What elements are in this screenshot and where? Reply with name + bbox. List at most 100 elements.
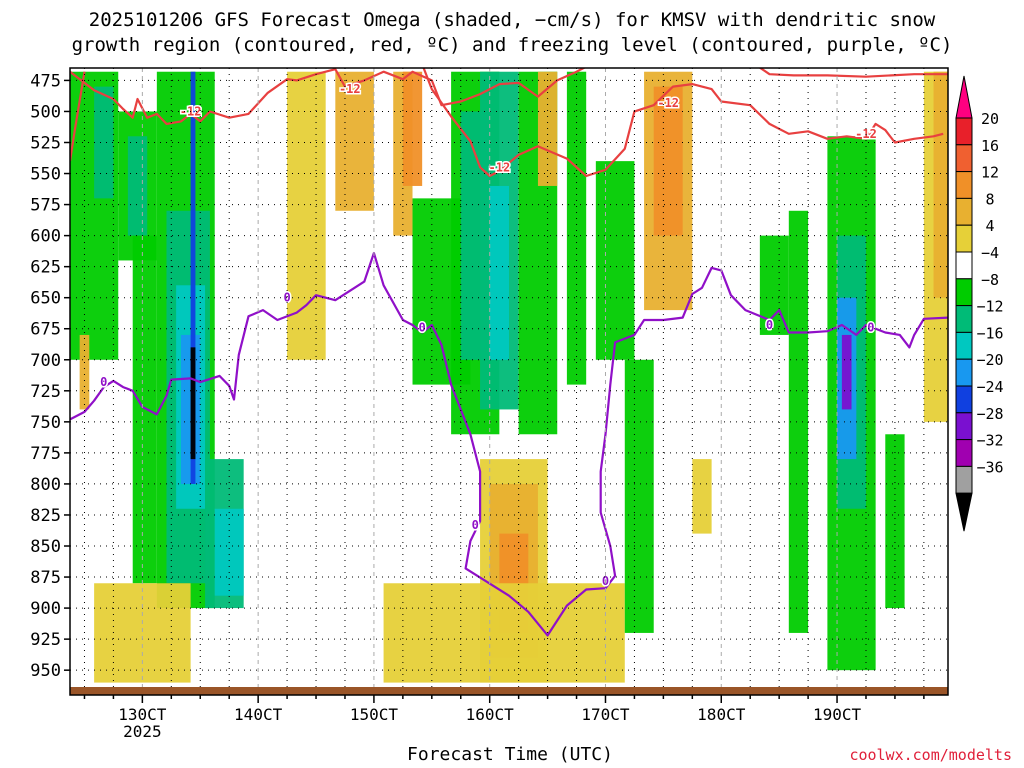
freezing-level-contour (70, 251, 948, 637)
omega-cell-4 (127, 136, 148, 236)
x-tick-label-4: 170CT (581, 705, 630, 724)
x-axis: 130CT 140CT 150CT 160CT 170CT 180CT 190CT 2025 (83, 695, 925, 741)
freezing-label-6: 0 (766, 318, 773, 332)
omega-cell-26 (566, 71, 587, 385)
omega-cell-10 (190, 71, 196, 484)
x-tick-label-5: 180CT (697, 705, 746, 724)
y-tick-label-14: 825 (30, 506, 61, 526)
y-tick-label-1: 500 (30, 102, 61, 122)
colorbar-label-10: −24 (976, 378, 1003, 396)
dgz-lower-contour (70, 71, 86, 162)
y-tick-label-19: 950 (30, 661, 61, 681)
y-tick-label-3: 550 (30, 165, 61, 185)
colorbar-label-5: −4 (981, 244, 999, 262)
x-year-label: 2025 (123, 722, 162, 741)
temperature-contours: 0000000-12-12-12-12-12 (70, 68, 948, 637)
colorbar-swatch-4 (955, 224, 973, 253)
omega-cell-44 (933, 71, 948, 298)
dgz-label-2: -12 (339, 82, 361, 96)
colorbar-label-0: 20 (981, 110, 999, 128)
grid-lines (70, 68, 948, 695)
freezing-label-1: 0 (100, 375, 107, 389)
chart-title: 2025101206 GFS Forecast Omega (shaded, −… (0, 8, 1024, 58)
dgz-label-4: -12 (657, 96, 679, 110)
omega-cell-31 (383, 583, 625, 683)
colorbar-swatch-2 (955, 171, 973, 199)
colorbar-label-12: −32 (976, 432, 1003, 450)
x-axis-title: Forecast Time (UTC) (407, 744, 613, 765)
y-tick-label-15: 850 (30, 537, 61, 557)
colorbar-swatch-7 (955, 305, 973, 333)
omega-cell-23 (489, 185, 509, 360)
credit-link[interactable]: coolwx.com/modelts (849, 746, 1012, 764)
colorbar-label-3: 8 (985, 190, 994, 208)
colorbar-swatch-1 (955, 144, 973, 173)
colorbar-label-13: −36 (976, 458, 1003, 476)
dgz-label-3: -12 (489, 160, 511, 174)
y-tick-label-16: 875 (30, 568, 61, 588)
colorbar-label-8: −16 (976, 324, 1003, 342)
x-tick-label-2: 150CT (350, 705, 399, 724)
omega-cell-34 (624, 359, 654, 633)
y-tick-label-13: 800 (30, 475, 61, 495)
omega-cell-35 (692, 459, 712, 534)
freezing-label-3: 0 (419, 320, 426, 334)
dgz-right-contour (422, 68, 944, 178)
freezing-label-4: 0 (472, 518, 479, 532)
omega-shading (70, 71, 948, 683)
chart-title-line-1: 2025101206 GFS Forecast Omega (shaded, −… (88, 9, 936, 31)
colorbar-label-6: −8 (981, 271, 999, 289)
chart-title-line-2: growth region (contoured, red, ºC) and f… (71, 34, 953, 56)
colorbar-label-4: 4 (985, 217, 994, 235)
x-tick-label-6: 190CT (813, 705, 862, 724)
dgz-upper-contour (70, 68, 587, 126)
freezing-label-7: 0 (867, 320, 874, 334)
x-tick-label-1: 140CT (234, 705, 283, 724)
omega-cell-42 (885, 434, 905, 609)
colorbar-swatch-13 (955, 465, 973, 494)
colorbar-swatch-3 (955, 197, 973, 226)
y-tick-label-2: 525 (30, 133, 61, 153)
colorbar-swatch-5 (955, 251, 973, 280)
y-tick-label-18: 925 (30, 630, 61, 650)
x-tick-label-0: 130CT (118, 705, 167, 724)
y-tick-label-9: 700 (30, 351, 61, 371)
y-tick-label-17: 900 (30, 599, 61, 619)
dgz-topright-contour (758, 68, 948, 78)
colorbar-label-2: 12 (981, 164, 999, 182)
omega-cell-16 (335, 71, 374, 211)
y-tick-label-6: 625 (30, 258, 61, 278)
y-tick-label-8: 675 (30, 320, 61, 340)
colorbar-label-7: −12 (976, 298, 1003, 316)
omega-cell-18 (402, 71, 423, 186)
colorbar-swatch-6 (955, 278, 973, 307)
omega-cell-1 (94, 86, 114, 199)
omega-cell-27 (595, 161, 635, 360)
colorbar-label-1: 16 (981, 137, 999, 155)
y-tick-label-0: 475 (30, 71, 61, 91)
omega-cell-2 (79, 334, 90, 410)
colorbar-bottom-arrow (955, 492, 973, 532)
colorbar-swatch-8 (955, 331, 973, 360)
y-tick-label-10: 725 (30, 382, 61, 402)
omega-cell-15 (287, 71, 326, 360)
ground-surface (70, 687, 948, 695)
y-tick-label-5: 600 (30, 227, 61, 247)
colorbar-label-11: −28 (976, 405, 1003, 423)
plot-frame (69, 67, 949, 696)
colorbar-swatch-0 (955, 117, 973, 146)
freezing-label-2: 0 (283, 291, 290, 305)
y-tick-label-11: 750 (30, 413, 61, 433)
y-tick-label-7: 650 (30, 289, 61, 309)
omega-cell-13 (214, 508, 244, 596)
colorbar-top-arrow (955, 75, 973, 119)
y-tick-label-4: 575 (30, 196, 61, 216)
dgz-label-5: -12 (855, 127, 877, 141)
x-tick-label-3: 160CT (466, 705, 515, 724)
colorbar-swatch-10 (955, 385, 973, 414)
y-axis: 475 500 525 550 575 600 625 650 675 700 725 750 775 8… (30, 71, 70, 681)
colorbar-label-9: −20 (976, 351, 1003, 369)
colorbar-swatch-9 (955, 358, 973, 387)
omega-cell-41 (841, 334, 852, 410)
